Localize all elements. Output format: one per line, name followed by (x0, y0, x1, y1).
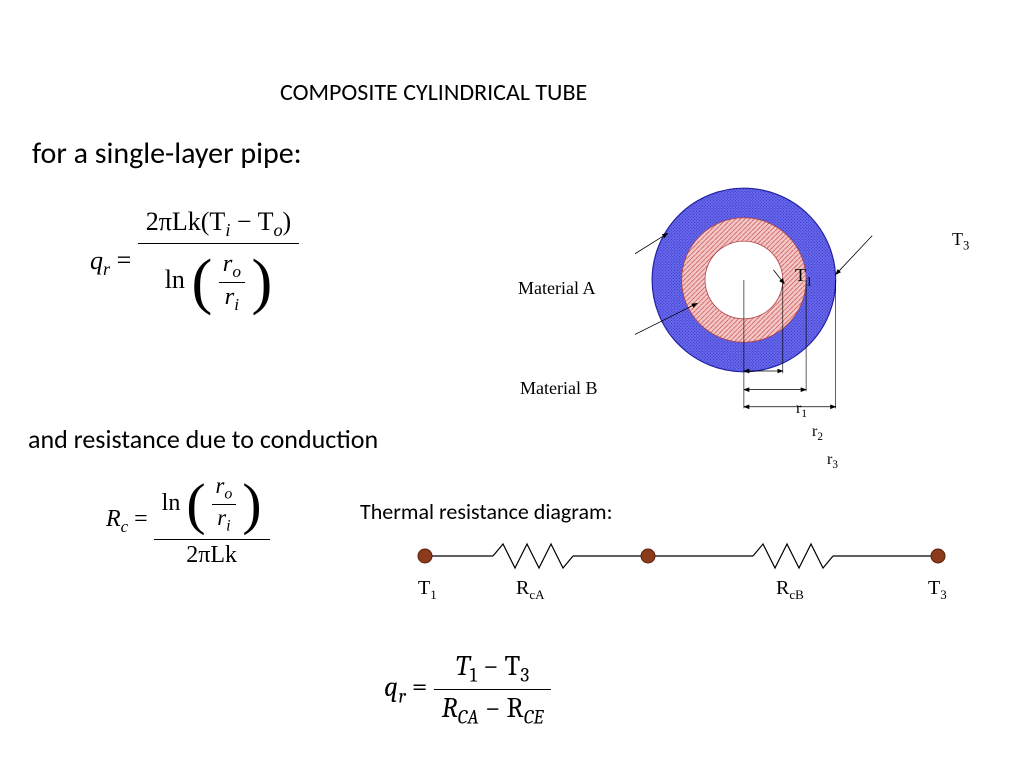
equation-qr-composite: qr = T1 − T3 RCA − RCE (384, 648, 551, 730)
label-material-a: Material A (518, 278, 595, 299)
svg-text:T1: T1 (418, 577, 437, 602)
label-r2: r2 (812, 423, 823, 443)
label-t3: T3 (952, 229, 969, 254)
svg-text:T3: T3 (928, 577, 947, 602)
equation-qr: qr = 2πLk(Ti − To) ln ( ro ri ) (90, 205, 299, 320)
label-material-b: Material B (520, 378, 597, 399)
cylinder-cross-section (635, 175, 915, 455)
label-t1: T1 (795, 265, 812, 290)
svg-text:RcB: RcB (776, 577, 804, 602)
label-r3: r3 (827, 451, 838, 471)
label-r1: r1 (796, 400, 807, 420)
subtitle-resistance: and resistance due to conduction (28, 423, 378, 455)
svg-text:RcA: RcA (516, 577, 545, 602)
page-title: COMPOSITE CYLINDRICAL TUBE (280, 78, 587, 107)
thermal-resistance-label: Thermal resistance diagram: (360, 498, 613, 525)
equation-rc: Rc = ln ( ro ri ) 2πLk (106, 470, 270, 571)
thermal-resistance-network: T1 RcA RcB T3 (413, 536, 963, 626)
subtitle-single-layer: for a single-layer pipe: (32, 135, 302, 172)
